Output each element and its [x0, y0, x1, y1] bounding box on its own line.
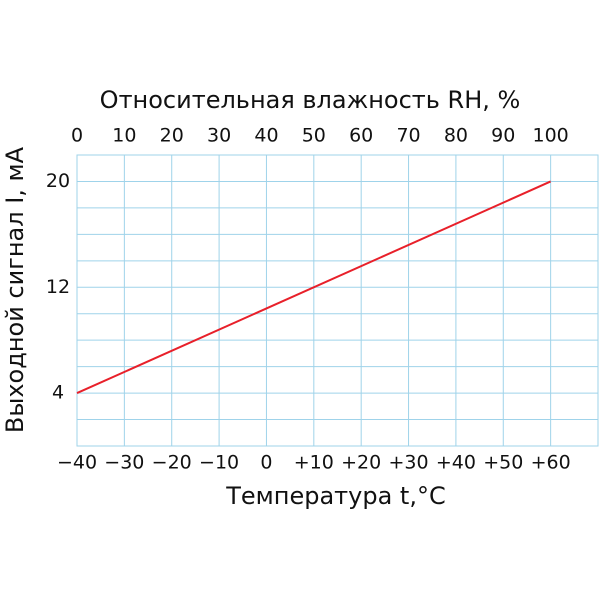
x-tick-label: −10 — [199, 452, 239, 474]
x2-tick-label: 50 — [302, 125, 326, 147]
x-axis-label: Температура t,°C — [225, 482, 445, 510]
line — [76, 180, 552, 395]
x-tick-label: +30 — [388, 452, 428, 474]
x-tick-label: −20 — [152, 452, 192, 474]
x-tick-label: −40 — [57, 452, 97, 474]
x2-tick-label: 40 — [254, 125, 278, 147]
x2-tick-label: 80 — [444, 125, 468, 147]
y-tick-label: 20 — [46, 170, 70, 192]
x2-tick-label: 20 — [160, 125, 184, 147]
y-tick-label: 12 — [46, 276, 70, 298]
x-tick-label: +10 — [294, 452, 334, 474]
x2-tick-label: 0 — [71, 125, 83, 147]
y-tick-label: 4 — [52, 382, 64, 404]
x2-tick-label: 10 — [112, 125, 136, 147]
y-axis-label: Выходной сигнал I, мА — [1, 146, 29, 433]
x2-tick-label: 100 — [533, 125, 569, 147]
x-tick-label: +40 — [436, 452, 476, 474]
x2-tick-label: 30 — [207, 125, 231, 147]
x-tick-label: +50 — [483, 452, 523, 474]
chart-title: Относительная влажность RH, % — [100, 86, 521, 114]
x-tick-label: −30 — [104, 452, 144, 474]
x2-tick-label: 90 — [491, 125, 515, 147]
x2-tick-label: 60 — [349, 125, 373, 147]
x2-tick-label: 70 — [396, 125, 420, 147]
x-tick-label: +60 — [531, 452, 571, 474]
x-tick-label: +20 — [341, 452, 381, 474]
plot-border — [76, 154, 599, 447]
x-tick-label: 0 — [260, 452, 272, 474]
